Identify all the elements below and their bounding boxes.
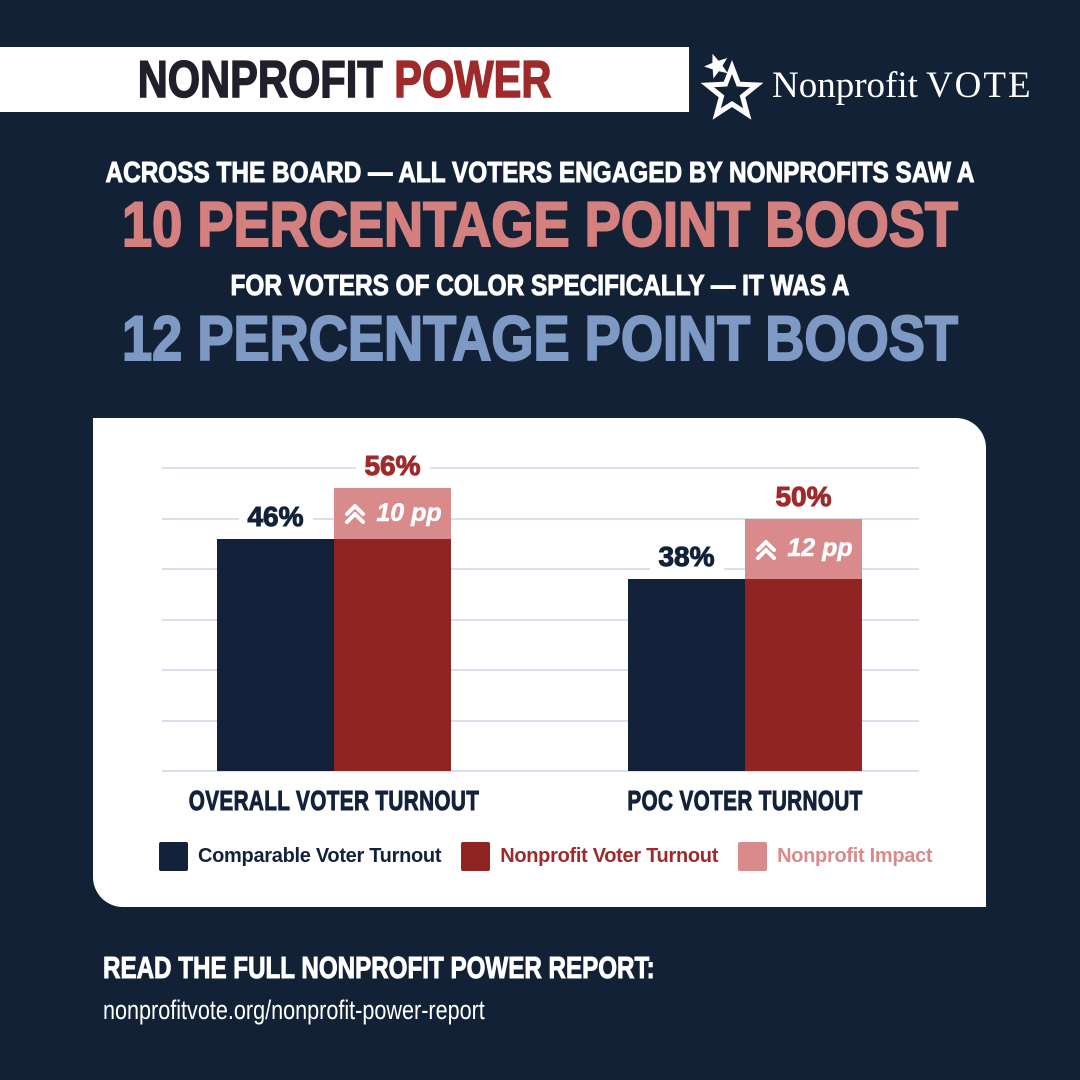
legend-label: Comparable Voter Turnout (198, 845, 442, 867)
bar-group: 12 pp 38% 50% POC VOTER TURNOUT (627, 468, 863, 816)
nonprofit-value-label: 56% (355, 451, 430, 481)
legend-label: Nonprofit Voter Turnout (500, 845, 719, 867)
nonprofit-impact-segment: 10 pp (334, 488, 451, 539)
impact-label: 12 pp (787, 534, 853, 563)
bar-group: 10 pp 46% 56% OVERALL VOTER TURNOUT (188, 451, 479, 815)
logo-text-nonprofit: Nonprofit (772, 64, 918, 106)
category-label: POC VOTER TURNOUT (627, 785, 863, 816)
legend-item: Comparable Voter Turnout (159, 842, 441, 871)
nonprofitvote-logo: Nonprofit VOTE (698, 50, 1033, 120)
legend-swatch (738, 842, 768, 871)
legend-swatch (461, 842, 491, 871)
star-icon (700, 53, 764, 120)
headline-line-2: 10 PERCENTAGE POINT BOOST (121, 190, 959, 260)
chart-card: 10 pp 46% 56% OVERALL VOTER TURNOUT 12 pp 38%… (93, 418, 986, 907)
gridline (162, 669, 919, 671)
gridline (162, 568, 919, 570)
comparable-value-label: 38% (649, 542, 724, 572)
comparable-turnout-bar (628, 579, 745, 771)
legend-label: Nonprofit Impact (777, 845, 933, 867)
gridline (162, 467, 919, 469)
impact-label: 10 pp (376, 498, 442, 528)
comparable-turnout-bar (217, 538, 334, 771)
gridline (162, 517, 919, 520)
legend: Comparable Voter Turnout Nonprofit Voter … (159, 842, 952, 871)
legend-swatch (159, 842, 188, 871)
category-label: OVERALL VOTER TURNOUT (188, 785, 480, 816)
headline-line-4: 12 PERCENTAGE POINT BOOST (121, 304, 959, 374)
double-chevron-up-icon (756, 539, 777, 560)
title-banner: NONPROFIT POWER (0, 47, 689, 112)
legend-item: Nonprofit Impact (738, 842, 933, 871)
gridline (162, 719, 919, 722)
report-url[interactable]: nonprofitvote.org/nonprofit-power-report (103, 995, 485, 1025)
legend-item: Nonprofit Voter Turnout (461, 842, 718, 871)
plot-area: 10 pp 46% 56% OVERALL VOTER TURNOUT 12 pp 38%… (162, 451, 919, 816)
nonprofit-impact-segment: 12 pp (745, 518, 862, 580)
comparable-value-label: 46% (238, 502, 313, 531)
gridline (162, 770, 919, 772)
footer-heading: READ THE FULL NONPROFIT POWER REPORT: (103, 950, 655, 985)
gridline (162, 618, 919, 621)
nonprofit-turnout-bar: 12 pp (745, 518, 862, 771)
headline-line-1: ACROSS THE BOARD — ALL VOTERS ENGAGED BY… (105, 157, 975, 189)
headline-line-3: FOR VOTERS OF COLOR SPECIFICALLY — IT WA… (230, 270, 850, 302)
logo-text-vote: VOTE (925, 64, 1033, 106)
double-chevron-up-icon (345, 504, 366, 525)
logo-text: Nonprofit VOTE (772, 64, 1033, 107)
nonprofit-value-label: 50% (766, 482, 841, 511)
title-part-nonprofit: NONPROFIT (137, 50, 383, 109)
title-part-power: POWER (382, 50, 552, 109)
page-title: NONPROFIT POWER (137, 50, 552, 109)
nonprofit-turnout-bar: 10 pp (334, 488, 451, 771)
